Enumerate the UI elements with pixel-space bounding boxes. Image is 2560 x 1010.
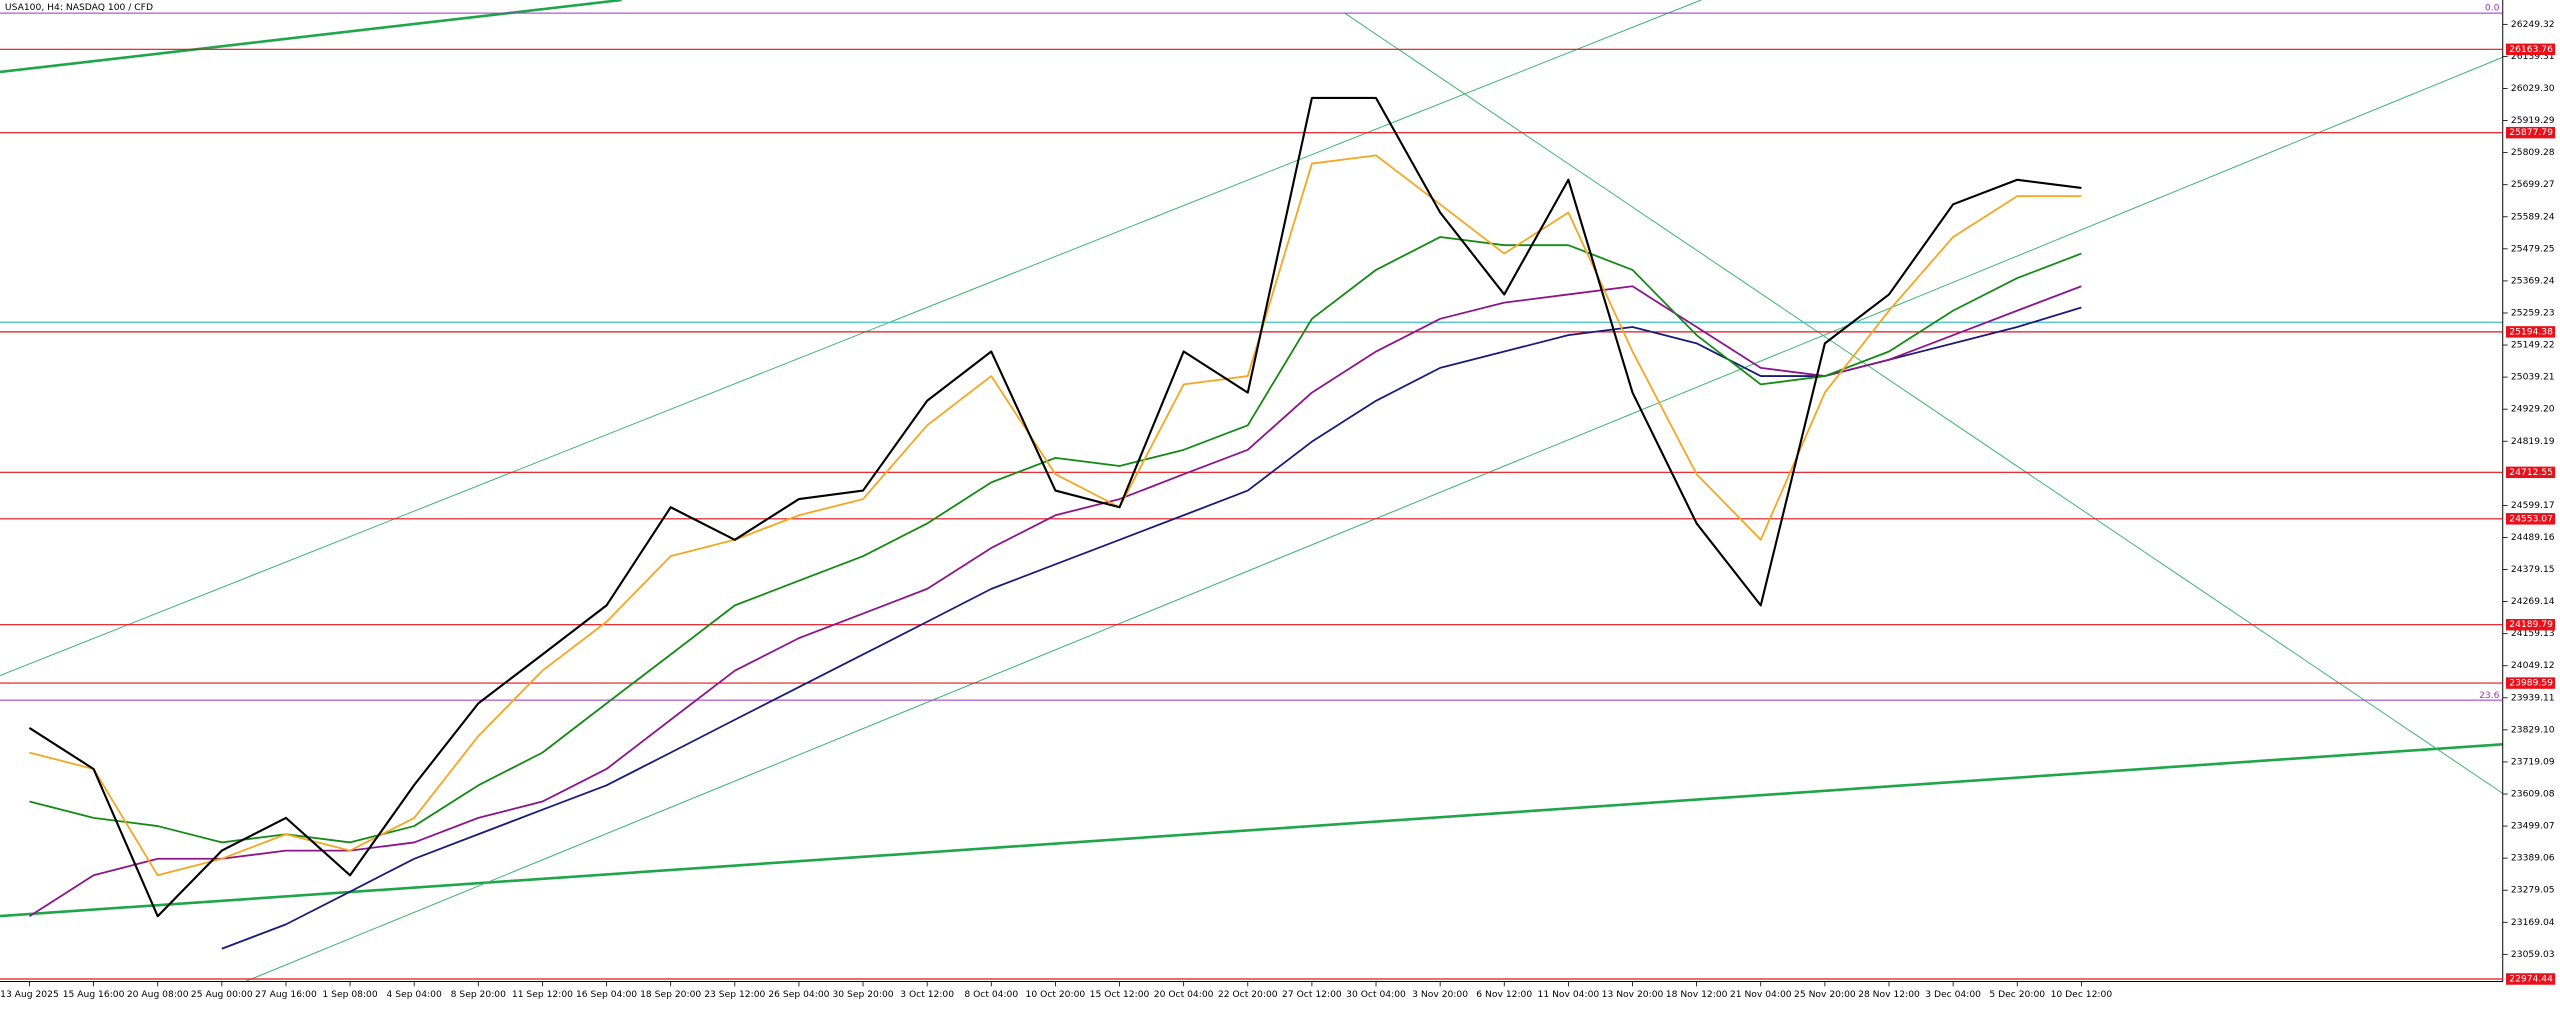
level-label: 22974.44 — [2509, 974, 2553, 985]
price-line — [221, 306, 2082, 950]
x-tick-label: 27 Aug 16:00 — [255, 989, 317, 1000]
x-tick-label: 15 Aug 16:00 — [63, 989, 125, 1000]
y-tick-label: 25149.22 — [2511, 340, 2555, 351]
level-label: 26163.76 — [2509, 44, 2553, 55]
x-tick-label: 6 Nov 12:00 — [1476, 989, 1532, 1000]
x-tick-label: 25 Aug 00:00 — [191, 989, 253, 1000]
chart-title: USA100, H4: NASDAQ 100 / CFD — [5, 2, 153, 13]
level-tag — [2506, 973, 2556, 985]
x-tick-label: 8 Oct 04:00 — [964, 989, 1018, 1000]
y-tick-label: 24159.13 — [2511, 628, 2555, 639]
x-tick-label: 16 Sep 04:00 — [576, 989, 637, 1000]
y-tick-label: 24049.12 — [2511, 660, 2555, 671]
trend-line — [0, 0, 622, 74]
y-tick-label: 25259.23 — [2511, 307, 2555, 318]
level-label: 25194.38 — [2509, 326, 2553, 337]
price-line — [28, 285, 2082, 917]
x-tick-label: 13 Aug 2025 — [0, 989, 59, 1000]
level-label: 24189.79 — [2509, 619, 2553, 630]
x-tick-label: 27 Oct 12:00 — [1282, 989, 1342, 1000]
y-tick-label: 24489.16 — [2511, 532, 2555, 543]
fib-label: 0.0 — [2485, 3, 2500, 14]
y-tick-label: 25369.24 — [2511, 275, 2555, 286]
x-tick-label: 10 Oct 20:00 — [1026, 989, 1086, 1000]
trend-lines — [0, 0, 2504, 982]
level-label: 24712.55 — [2509, 467, 2553, 478]
x-tick-label: 3 Oct 12:00 — [900, 989, 954, 1000]
price-line — [28, 96, 2082, 918]
x-tick-label: 28 Nov 12:00 — [1858, 989, 1920, 1000]
price-line — [29, 236, 2082, 844]
price-line — [29, 154, 2082, 877]
level-tag — [2506, 326, 2556, 338]
y-tick-label: 26029.30 — [2511, 83, 2555, 94]
x-tick-label: 8 Sep 20:00 — [451, 989, 506, 1000]
x-tick-label: 11 Sep 12:00 — [512, 989, 573, 1000]
trend-line — [0, 742, 2503, 918]
level-tag — [2506, 677, 2556, 689]
y-tick-label: 25699.27 — [2511, 179, 2555, 190]
fib-label: 23.6 — [2479, 690, 2500, 701]
y-tick-label: 24599.17 — [2511, 500, 2555, 511]
x-tick-label: 18 Sep 20:00 — [640, 989, 701, 1000]
y-tick-label: 24929.20 — [2511, 404, 2555, 415]
y-tick-label: 23389.06 — [2511, 853, 2555, 864]
x-tick-label: 11 Nov 04:00 — [1538, 989, 1600, 1000]
y-tick-label: 23939.11 — [2511, 692, 2555, 703]
x-tick-label: 15 Oct 12:00 — [1090, 989, 1150, 1000]
y-tick-label: 25479.25 — [2511, 243, 2555, 254]
x-tick-label: 25 Nov 20:00 — [1794, 989, 1856, 1000]
y-tick-label: 23499.07 — [2511, 821, 2555, 832]
y-tick-label: 25589.24 — [2511, 211, 2555, 222]
x-tick-label: 23 Sep 12:00 — [704, 989, 765, 1000]
y-tick-label: 26249.32 — [2511, 19, 2555, 30]
y-tick-label: 23829.10 — [2511, 724, 2555, 735]
y-tick-label: 23059.03 — [2511, 949, 2555, 960]
x-tick-label: 20 Aug 08:00 — [127, 989, 189, 1000]
x-tick-label: 30 Oct 04:00 — [1346, 989, 1406, 1000]
level-label: 24553.07 — [2509, 513, 2553, 524]
y-tick-label: 24819.19 — [2511, 436, 2555, 447]
level-tag — [2506, 618, 2556, 631]
y-tick-label: 25809.28 — [2511, 147, 2555, 158]
y-tick-label: 26139.31 — [2511, 51, 2555, 62]
y-tick-label: 24379.15 — [2511, 564, 2555, 575]
y-tick-label: 23609.08 — [2511, 789, 2555, 800]
x-tick-label: 21 Nov 04:00 — [1730, 989, 1792, 1000]
level-label: 25877.79 — [2509, 127, 2553, 138]
x-tick-label: 22 Oct 20:00 — [1218, 989, 1278, 1000]
level-tag — [2506, 126, 2556, 139]
x-tick-label: 10 Dec 12:00 — [2051, 989, 2113, 1000]
x-tick-label: 3 Dec 04:00 — [1925, 989, 1981, 1000]
x-tick-label: 1 Sep 08:00 — [322, 989, 377, 1000]
level-label: 23989.59 — [2509, 678, 2553, 689]
y-tick-label: 25919.29 — [2511, 115, 2555, 126]
x-tick-label: 5 Dec 20:00 — [1989, 989, 2045, 1000]
x-tick-label: 20 Oct 04:00 — [1154, 989, 1214, 1000]
x-tick-label: 4 Sep 04:00 — [387, 989, 442, 1000]
x-tick-label: 3 Nov 20:00 — [1412, 989, 1468, 1000]
y-tick-label: 25039.21 — [2511, 372, 2555, 383]
y-tick-label: 23279.05 — [2511, 885, 2555, 896]
x-tick-label: 26 Sep 04:00 — [768, 989, 829, 1000]
x-tick-label: 30 Sep 20:00 — [832, 989, 893, 1000]
level-tag — [2506, 43, 2556, 56]
channel-line — [0, 0, 1702, 677]
level-tag — [2506, 513, 2556, 525]
x-tick-label: 13 Nov 20:00 — [1602, 989, 1664, 1000]
level-tag — [2506, 466, 2556, 479]
x-tick-label: 18 Nov 12:00 — [1666, 989, 1728, 1000]
y-tick-label: 23719.09 — [2511, 756, 2555, 767]
y-tick-label: 24269.14 — [2511, 596, 2555, 607]
channel-line — [1344, 12, 2504, 794]
y-tick-label: 23169.04 — [2511, 917, 2555, 928]
